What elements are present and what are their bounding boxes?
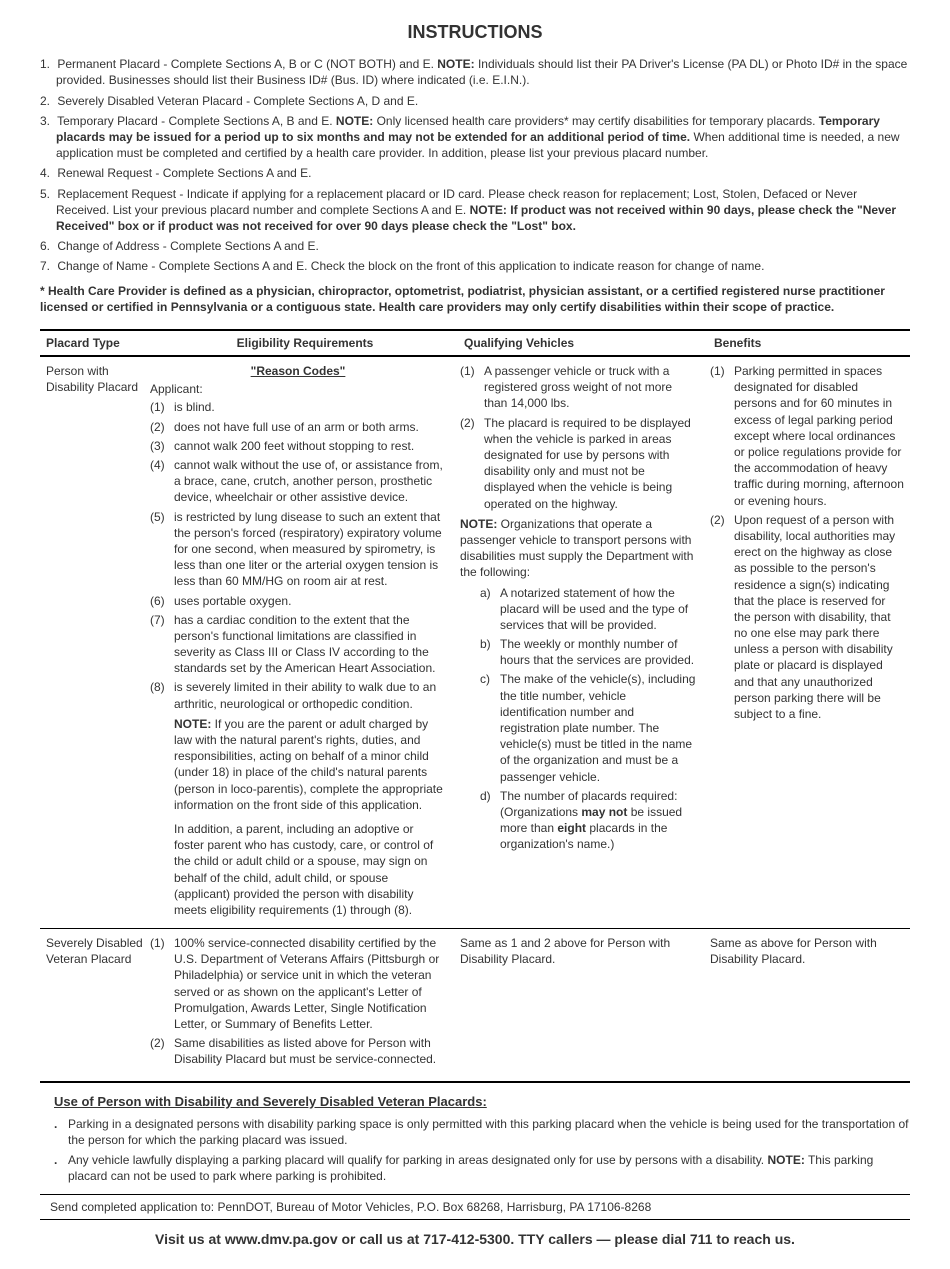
table-header-row: Placard Type Eligibility Requirements Qu… bbox=[40, 329, 910, 357]
instructions-list: 1. Permanent Placard - Complete Sections… bbox=[40, 56, 910, 274]
list-item: (2)does not have full use of an arm or b… bbox=[150, 419, 446, 435]
list-item: (4)cannot walk without the use of, or as… bbox=[150, 457, 446, 506]
list-item: b)The weekly or monthly number of hours … bbox=[480, 636, 696, 668]
instruction-item: 7. Change of Name - Complete Sections A … bbox=[40, 258, 910, 274]
th-benefits: Benefits bbox=[710, 335, 910, 351]
instruction-item: 5. Replacement Request - Indicate if app… bbox=[40, 186, 910, 235]
instruction-item: 4. Renewal Request - Complete Sections A… bbox=[40, 165, 910, 181]
benefits-cell: Same as above for Person with Disability… bbox=[710, 935, 910, 1071]
eligibility-cell: (1)100% service-connected disability cer… bbox=[150, 935, 460, 1071]
list-item: a)A notarized statement of how the placa… bbox=[480, 585, 696, 634]
qualifying-cell: Same as 1 and 2 above for Person with Di… bbox=[460, 935, 710, 1071]
placard-type-cell: Severely Disabled Veteran Placard bbox=[40, 935, 150, 1071]
table-row: Severely Disabled Veteran Placard (1)100… bbox=[40, 929, 910, 1083]
list-item: (5)is restricted by lung disease to such… bbox=[150, 509, 446, 590]
eligibility-note-2: In addition, a parent, including an adop… bbox=[150, 821, 446, 918]
list-item: (3)cannot walk 200 feet without stopping… bbox=[150, 438, 446, 454]
reason-codes-header: "Reason Codes" bbox=[150, 363, 446, 379]
list-item: (8)is severely limited in their ability … bbox=[150, 679, 446, 711]
th-qualifying: Qualifying Vehicles bbox=[460, 335, 710, 351]
eligibility-note: NOTE: If you are the parent or adult cha… bbox=[150, 716, 446, 813]
use-item: .Any vehicle lawfully displaying a parki… bbox=[54, 1152, 910, 1184]
footnote: * Health Care Provider is defined as a p… bbox=[40, 283, 910, 315]
th-placard-type: Placard Type bbox=[40, 335, 150, 351]
list-item: (1)is blind. bbox=[150, 399, 446, 415]
instruction-item: 6. Change of Address - Complete Sections… bbox=[40, 238, 910, 254]
eligibility-cell: "Reason Codes" Applicant: (1)is blind. (2… bbox=[150, 363, 460, 918]
th-eligibility: Eligibility Requirements bbox=[150, 335, 460, 351]
list-item: (6)uses portable oxygen. bbox=[150, 593, 446, 609]
send-address: Send completed application to: PennDOT, … bbox=[40, 1194, 910, 1220]
list-item: (1)A passenger vehicle or truck with a r… bbox=[460, 363, 696, 412]
list-item: (1)100% service-connected disability cer… bbox=[150, 935, 446, 1032]
use-list: .Parking in a designated persons with di… bbox=[40, 1116, 910, 1184]
qualifying-cell: (1)A passenger vehicle or truck with a r… bbox=[460, 363, 710, 918]
list-item: d)The number of placards required: (Orga… bbox=[480, 788, 696, 853]
placard-type-cell: Person with Disability Placard bbox=[40, 363, 150, 918]
list-item: (2)The placard is required to be display… bbox=[460, 415, 696, 512]
instruction-item: 2. Severely Disabled Veteran Placard - C… bbox=[40, 93, 910, 109]
eligibility-table: Placard Type Eligibility Requirements Qu… bbox=[40, 329, 910, 1083]
benefits-cell: (1)Parking permitted in spaces designate… bbox=[710, 363, 910, 918]
list-item: c)The make of the vehicle(s), including … bbox=[480, 671, 696, 784]
table-row: Person with Disability Placard "Reason C… bbox=[40, 357, 910, 929]
list-item: (1)Parking permitted in spaces designate… bbox=[710, 363, 904, 509]
list-item: (2)Same disabilities as listed above for… bbox=[150, 1035, 446, 1067]
qualifying-note: NOTE: Organizations that operate a passe… bbox=[460, 516, 696, 581]
instruction-item: 3. Temporary Placard - Complete Sections… bbox=[40, 113, 910, 162]
applicant-label: Applicant: bbox=[150, 381, 446, 397]
use-header: Use of Person with Disability and Severe… bbox=[54, 1093, 910, 1111]
visit-footer: Visit us at www.dmv.pa.gov or call us at… bbox=[40, 1230, 910, 1249]
instruction-item: 1. Permanent Placard - Complete Sections… bbox=[40, 56, 910, 88]
page-title: INSTRUCTIONS bbox=[40, 20, 910, 44]
list-item: (2)Upon request of a person with disabil… bbox=[710, 512, 904, 722]
use-item: .Parking in a designated persons with di… bbox=[54, 1116, 910, 1148]
list-item: (7)has a cardiac condition to the extent… bbox=[150, 612, 446, 677]
